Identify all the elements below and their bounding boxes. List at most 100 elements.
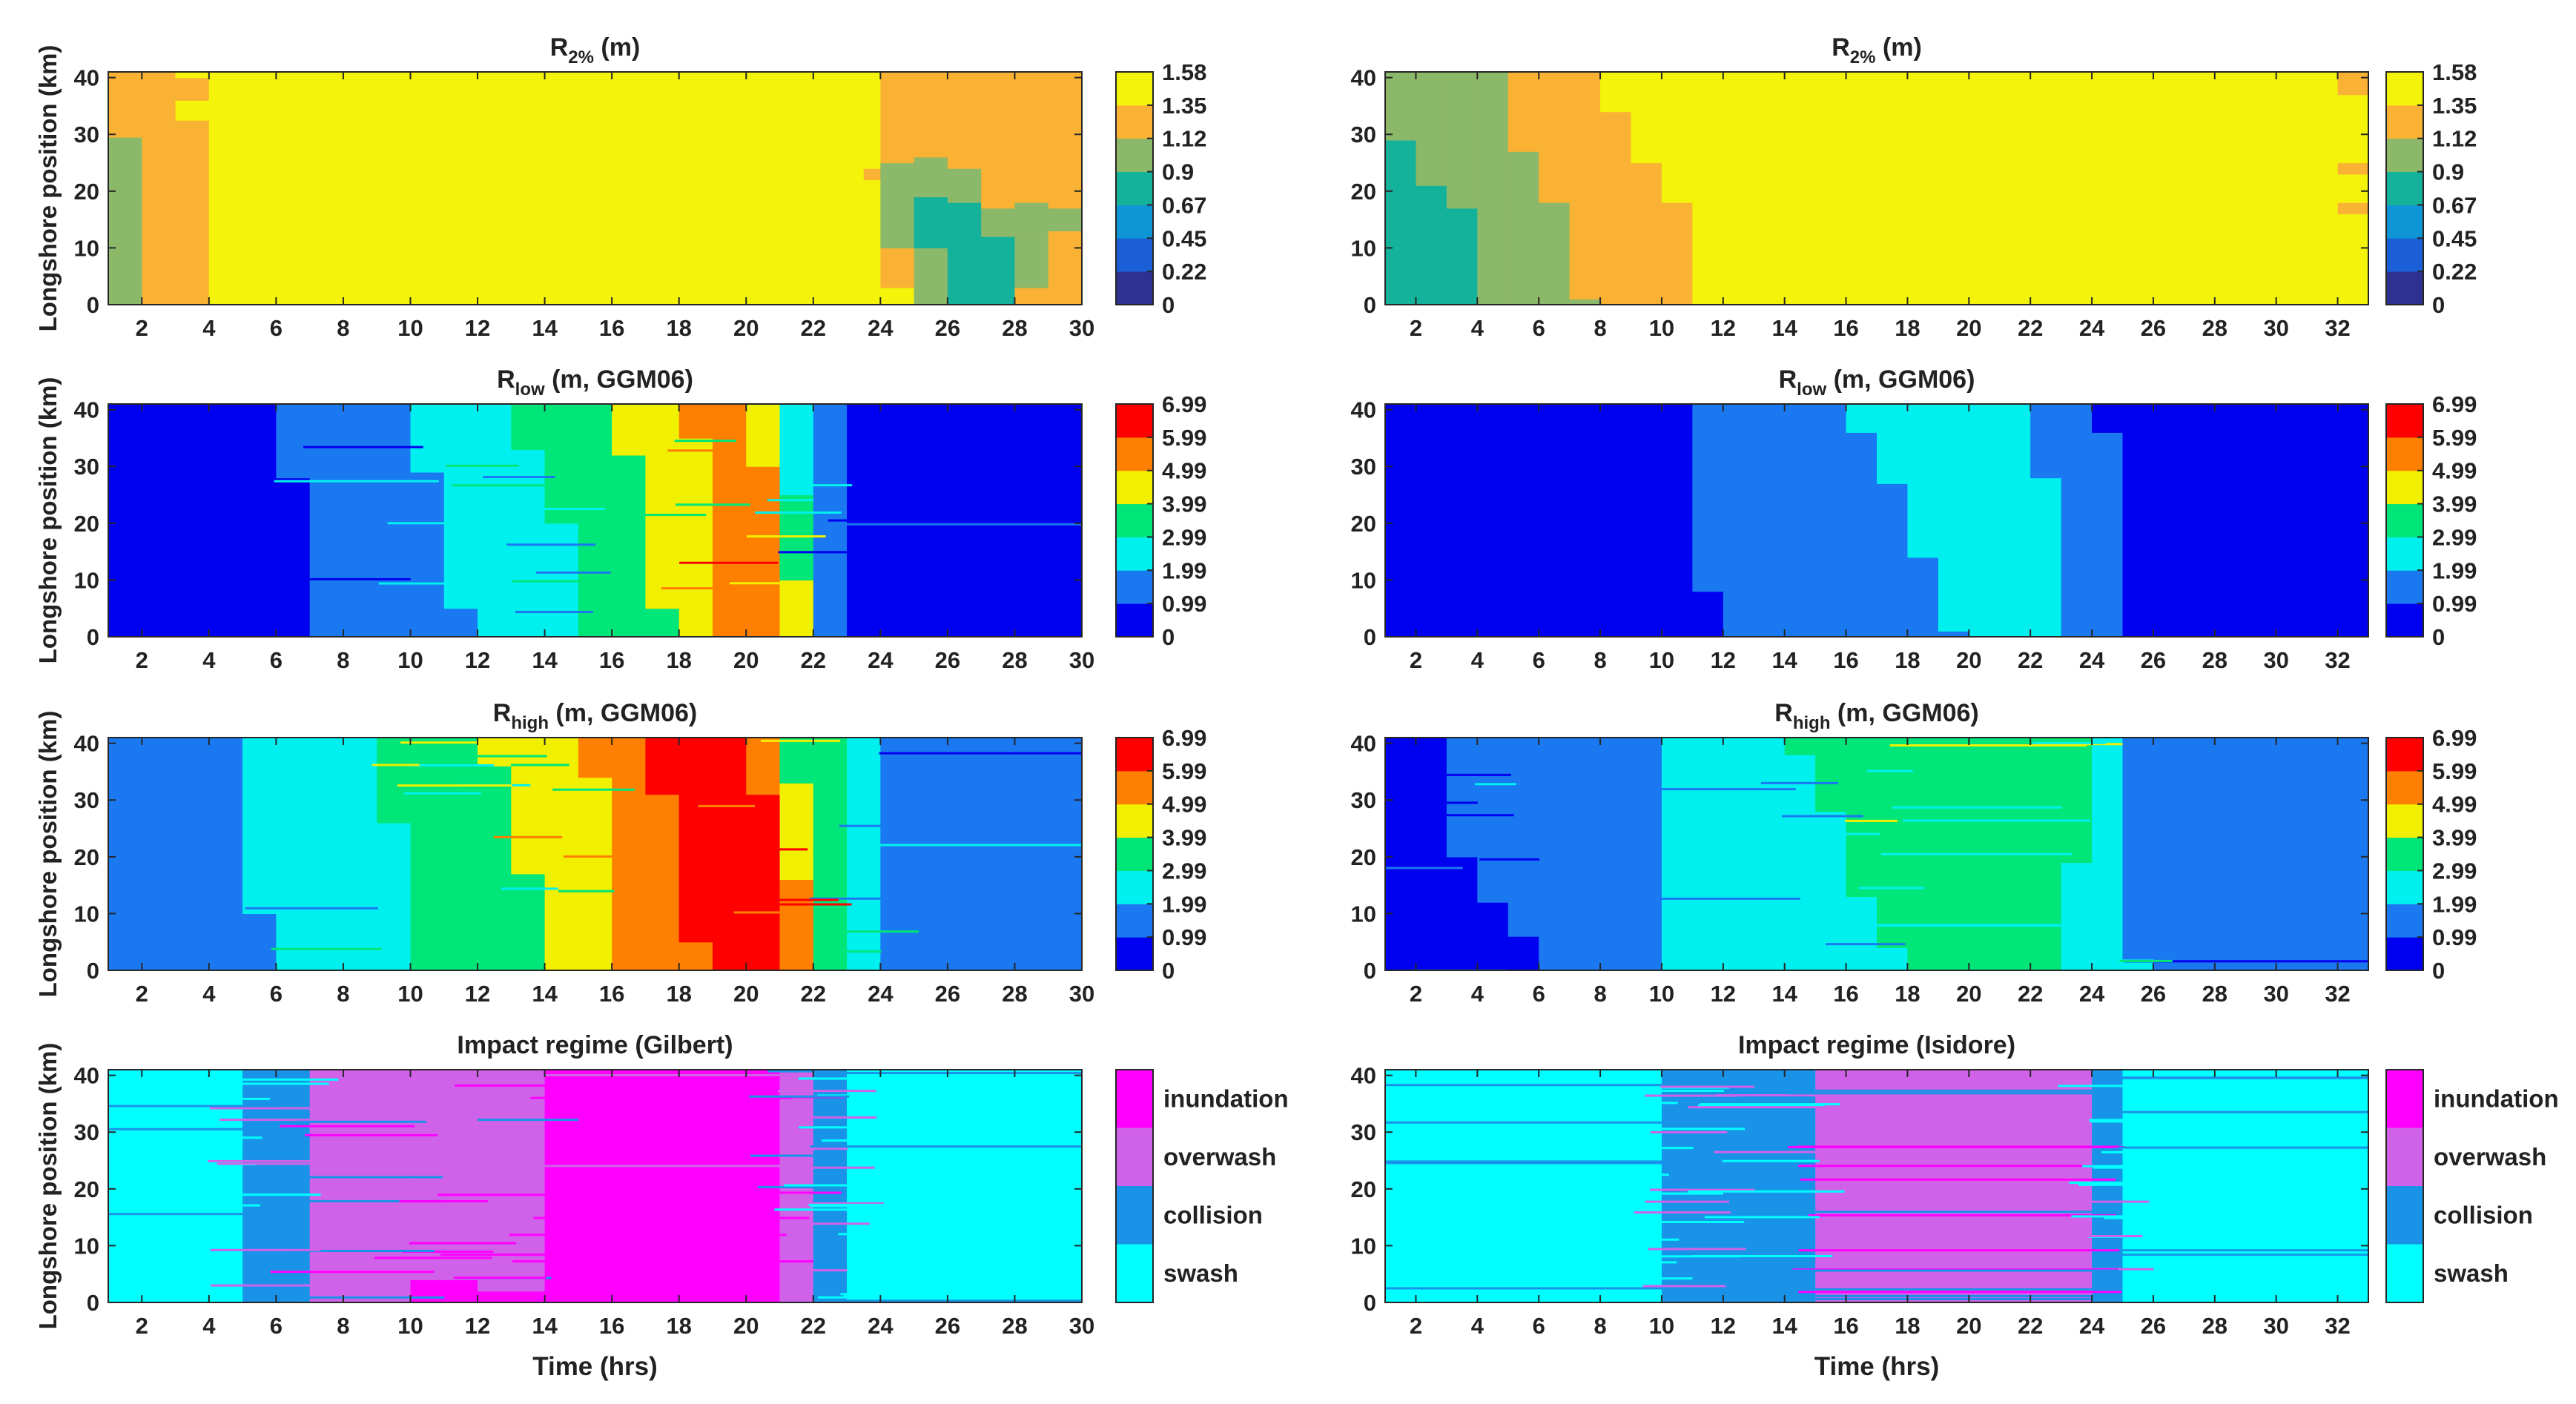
heatmap-streak	[1445, 958, 1527, 961]
heatmap-streak	[2034, 743, 2123, 746]
heatmap-cell	[1661, 202, 1693, 305]
heatmap-streak	[1479, 858, 1540, 861]
heatmap-cell	[242, 1070, 311, 1302]
colorbar-swatch	[1116, 238, 1153, 272]
heatmap-streak	[387, 522, 472, 525]
x-tick-label: 12	[465, 981, 490, 1007]
heatmap-streak	[790, 1202, 884, 1205]
x-tick-label: 10	[397, 315, 423, 341]
heatmap-cell	[175, 72, 210, 79]
panel-title: Rhigh (m, GGM06)	[1774, 699, 1978, 733]
heatmap-streak	[1877, 924, 2086, 927]
y-tick-label: 20	[1351, 1176, 1376, 1202]
heatmap-cell	[410, 404, 445, 473]
heatmap-cell	[1048, 208, 1082, 232]
heatmap-streak	[843, 1294, 1082, 1297]
x-tick-label: 4	[202, 981, 216, 1007]
heatmap-cell	[276, 477, 311, 637]
colorbar-frame	[1115, 403, 1154, 638]
colorbar-frame	[2385, 737, 2424, 971]
x-tick-label: 30	[1069, 1313, 1094, 1339]
colorbar-swatch	[2386, 870, 2423, 904]
heatmap-cell	[612, 404, 647, 456]
x-tick-label: 24	[2079, 315, 2105, 341]
heatmap-streak	[1385, 1277, 1693, 1280]
colorbar: inundation overwash collision swash	[1115, 1069, 1289, 1303]
heatmap-cell	[779, 879, 814, 970]
heatmap-cell	[813, 404, 848, 552]
heatmap-streak	[1902, 819, 2091, 822]
heatmap-streak	[452, 484, 552, 487]
heatmap-cells	[108, 1070, 1082, 1302]
y-axis-label: Longshore position (km)	[34, 1043, 62, 1330]
heatmap-cells	[1385, 404, 2368, 637]
colorbar-tick-label: 0.9	[1162, 159, 1194, 185]
x-tick-label: 16	[599, 315, 624, 341]
y-tick-label: 30	[1351, 122, 1376, 148]
heatmap-cell	[276, 738, 377, 970]
heatmap-streak	[1385, 867, 1463, 870]
heatmap-streak	[774, 1208, 867, 1211]
heatmap-streak	[1688, 1190, 1845, 1193]
heatmap-streak	[1659, 1089, 1725, 1092]
heatmap-cell	[1385, 738, 1447, 970]
axes-frame	[1384, 403, 2369, 638]
heatmap-streak	[1760, 781, 1839, 784]
heatmap-streak	[2071, 1215, 2144, 1218]
heatmap-streak	[2069, 1182, 2152, 1185]
colorbar-tick-label: 0	[1162, 624, 1175, 650]
x-tick-label: 24	[2079, 647, 2105, 673]
heatmap-streak	[1797, 1145, 2119, 1148]
x-tick-label: 2	[1410, 1313, 1422, 1339]
axes-frame	[1384, 737, 2369, 971]
heatmap-streak	[1704, 1216, 1820, 1219]
heatmap-cell	[1385, 404, 1693, 637]
heatmap-streak	[108, 1105, 281, 1107]
heatmap-streak	[724, 848, 808, 851]
colorbar-swatch	[1116, 738, 1153, 772]
x-tick-label: 14	[532, 315, 558, 341]
x-tick-label: 2	[136, 981, 148, 1007]
heatmap-cell	[578, 738, 612, 778]
heatmap-streak	[271, 947, 382, 950]
heatmap-cell	[1692, 404, 1724, 592]
heatmap-cell	[410, 471, 445, 637]
heatmap-streak	[1892, 806, 2062, 809]
x-tick-label: 26	[2141, 1313, 2166, 1339]
heatmap-cell	[863, 168, 881, 181]
heatmap-cell	[1477, 738, 1509, 903]
heatmap-cell	[1877, 947, 1909, 970]
colorbar-tick-label: 1.99	[2432, 891, 2477, 917]
heatmap-streak	[209, 1107, 314, 1110]
heatmap-streak	[809, 897, 905, 900]
heatmap-streak	[564, 855, 641, 858]
heatmap-cell	[813, 738, 848, 970]
heatmap-streak	[509, 1234, 787, 1236]
colorbar-swatch	[2386, 937, 2423, 971]
colorbar-tick-label: 5.99	[1162, 758, 1206, 784]
heatmap-cell	[1048, 72, 1082, 209]
heatmap-cell	[1446, 856, 1478, 970]
x-tick-label: 4	[202, 1313, 216, 1339]
heatmap-streak	[1385, 1160, 1672, 1163]
heatmap-cell	[108, 1070, 243, 1302]
y-tick-label: 40	[74, 65, 99, 91]
x-tick-label: 24	[868, 1313, 894, 1339]
y-tick-label: 30	[1351, 454, 1376, 480]
x-tick-label: 12	[1711, 981, 1736, 1007]
heatmap-cell	[863, 179, 881, 305]
heatmap-streak	[750, 1154, 822, 1157]
colorbar-tick-label: 5.99	[2432, 758, 2477, 784]
colorbar-tick-label: 1.35	[2432, 93, 2477, 119]
heatmap-streak	[1866, 769, 1913, 772]
heatmap-cell	[2030, 477, 2062, 637]
heatmap-cell	[1507, 936, 1539, 970]
y-axis-label: Longshore position (km)	[34, 711, 62, 998]
x-tick-label: 18	[666, 981, 691, 1007]
heatmap-cell	[1877, 738, 1909, 948]
heatmap-streak	[371, 764, 420, 766]
heatmap-streak	[208, 1193, 321, 1196]
x-tick-label: 14	[532, 981, 558, 1007]
heatmap-cell	[947, 202, 982, 265]
